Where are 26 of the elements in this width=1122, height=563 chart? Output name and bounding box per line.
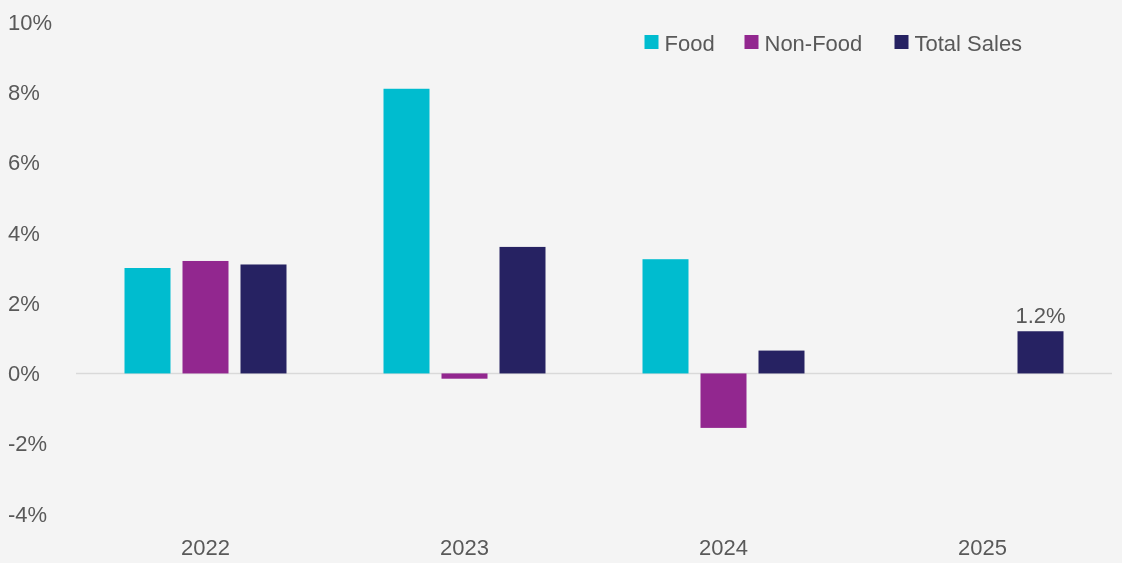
legend-label: Food	[664, 30, 715, 56]
y-tick-label: -4%	[8, 501, 48, 527]
y-tick-label: 2%	[8, 290, 40, 316]
bar	[124, 268, 171, 374]
x-tick-label: 2022	[181, 535, 230, 560]
bar	[758, 350, 805, 374]
x-tick-label: 2023	[440, 535, 489, 560]
y-tick-label: -2%	[8, 431, 48, 457]
bar	[700, 373, 747, 428]
legend-label: Total Sales	[914, 30, 1023, 56]
y-tick-label: 8%	[8, 79, 40, 105]
y-tick-label: 6%	[8, 150, 40, 176]
y-tick-label: 4%	[8, 220, 40, 246]
y-tick-label: 0%	[8, 361, 40, 387]
data-label: 1.2%	[1015, 303, 1066, 329]
bar	[441, 373, 488, 379]
y-tick-label: 10%	[8, 9, 53, 35]
bar	[1017, 331, 1064, 374]
bar	[499, 246, 546, 374]
bar	[642, 259, 689, 374]
bar	[182, 260, 229, 374]
x-tick-label: 2025	[958, 535, 1007, 560]
x-tick-label: 2024	[699, 535, 748, 560]
bar	[383, 88, 430, 374]
bar	[240, 264, 287, 374]
legend-label: Non-Food	[764, 30, 863, 56]
